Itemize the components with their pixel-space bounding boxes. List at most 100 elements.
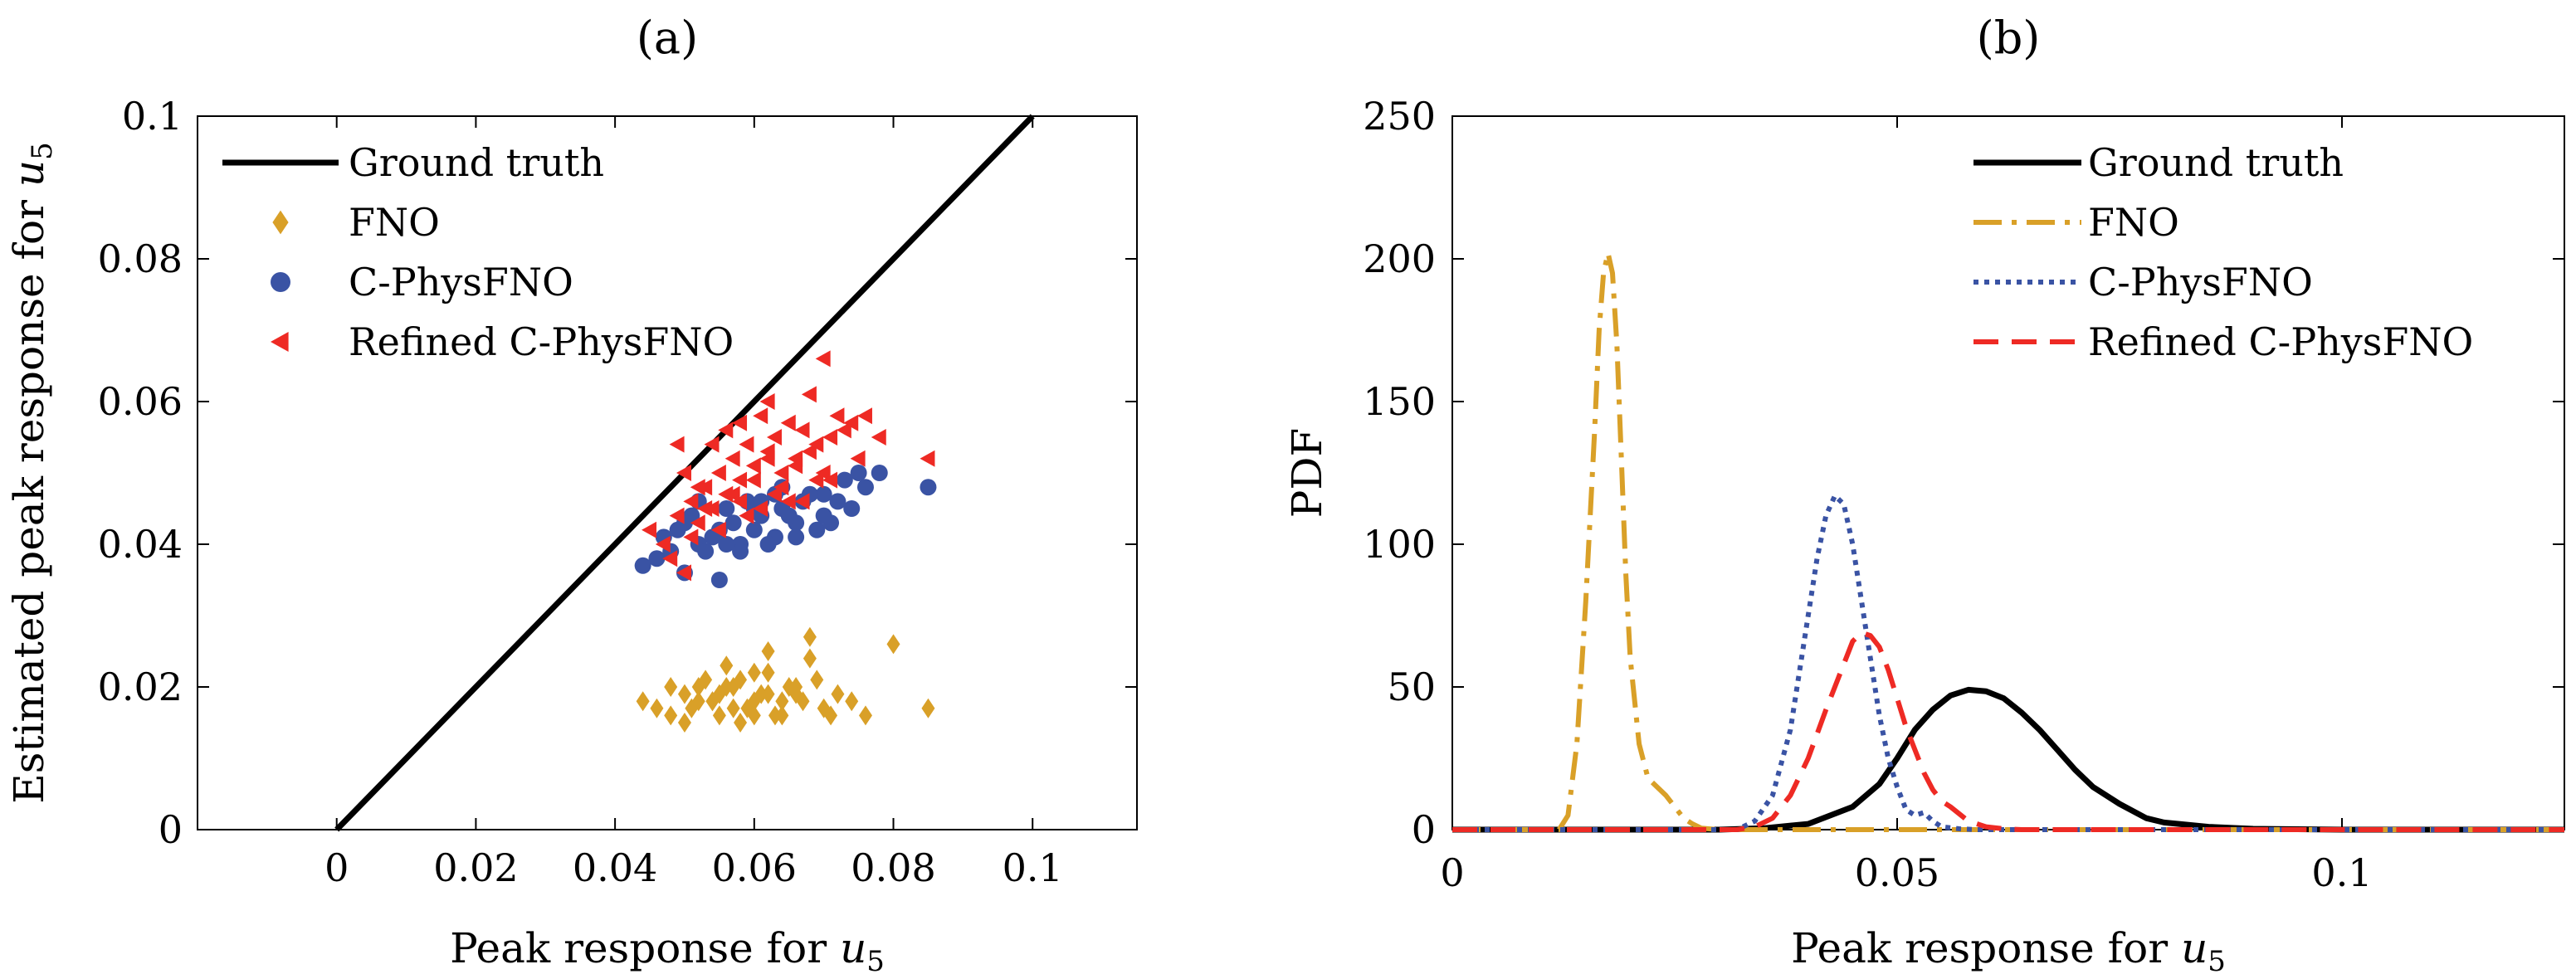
y-tick-label: 0.06	[98, 379, 183, 424]
x-axis-label: Peak response for u5	[1791, 924, 2226, 974]
data-point	[871, 429, 886, 446]
data-point	[747, 662, 761, 683]
x-axis-label: Peak response for u5	[450, 924, 885, 974]
legend-label: C-PhysFNO	[2088, 260, 2313, 304]
data-point	[732, 414, 748, 431]
data-point	[697, 543, 715, 560]
data-point	[724, 450, 740, 467]
data-point	[803, 648, 817, 669]
data-point	[720, 677, 734, 697]
legend-swatch	[272, 210, 289, 235]
data-point	[801, 443, 817, 460]
data-point	[775, 691, 789, 712]
x-tick-label: 0.08	[851, 845, 935, 890]
x-tick-label: 0.1	[2311, 850, 2372, 895]
data-point	[788, 457, 803, 475]
panel-a-legend: Ground truth FNO C-PhysFNO Refined C-PhysFN…	[222, 140, 734, 364]
panel-a-axes-box	[197, 115, 1138, 830]
data-point	[724, 514, 742, 532]
data-point	[745, 471, 761, 489]
legend-label: FNO	[349, 200, 440, 245]
series-refined-c-physfno	[642, 350, 935, 582]
data-point	[734, 670, 748, 690]
data-point	[636, 691, 650, 712]
data-point	[843, 500, 861, 517]
data-point	[718, 500, 735, 517]
legend-label: FNO	[2088, 200, 2179, 245]
data-point	[642, 521, 657, 538]
series-line-c-physfno	[1452, 493, 2564, 832]
data-point	[726, 698, 740, 718]
y-tick-label: 0.02	[98, 665, 183, 709]
panel-b-plot-area: 0 0.05 0.1 0 50 100 150 200 250 Peak response for…	[1283, 94, 2565, 974]
data-point	[697, 500, 713, 517]
data-point	[920, 479, 937, 496]
data-point	[836, 421, 851, 439]
data-point	[759, 536, 777, 553]
legend-label: C-PhysFNO	[349, 260, 573, 304]
data-point	[745, 457, 761, 475]
y-tick-label: 200	[1363, 236, 1436, 281]
data-point	[724, 485, 740, 503]
data-point	[650, 698, 664, 718]
data-point	[720, 655, 734, 676]
data-point	[662, 550, 678, 567]
data-point	[856, 479, 874, 496]
x-tick-label: 0.05	[1855, 850, 1939, 895]
series-line-refined-c-physfno	[1452, 630, 2564, 832]
y-axis-label: Estimated peak response for u5	[5, 142, 59, 804]
data-point	[850, 450, 866, 467]
data-point	[803, 626, 817, 647]
data-point	[669, 436, 685, 453]
data-point	[704, 436, 720, 453]
data-point	[718, 536, 735, 553]
legend-label: Ground truth	[2088, 140, 2344, 185]
x-tick-label: 0	[324, 845, 349, 890]
y-tick-label: 100	[1363, 522, 1436, 567]
data-point	[761, 662, 775, 683]
series-fno	[636, 626, 935, 733]
x-tick-label: 0.06	[712, 845, 797, 890]
data-point	[780, 414, 796, 431]
panel-a-title: (a)	[637, 12, 698, 64]
y-tick-label: 0.08	[98, 236, 183, 281]
data-point	[732, 543, 749, 560]
y-tick-label: 50	[1387, 665, 1436, 709]
data-point	[808, 521, 826, 538]
legend-label: Ground truth	[349, 140, 604, 185]
data-point	[871, 465, 888, 481]
data-point	[773, 465, 789, 481]
data-point	[655, 536, 671, 553]
legend-swatch	[271, 332, 289, 352]
data-point	[718, 421, 734, 439]
data-point	[690, 514, 705, 532]
data-point	[664, 677, 678, 697]
legend-label: Refined C-PhysFNO	[2088, 319, 2473, 364]
data-point	[822, 429, 838, 446]
data-point	[766, 485, 782, 503]
data-point	[747, 691, 761, 712]
data-point	[794, 493, 810, 510]
data-point	[780, 493, 796, 510]
x-tick-label: 0	[1440, 850, 1464, 895]
legend-swatch	[271, 272, 290, 292]
data-point	[634, 557, 651, 574]
data-point	[845, 691, 859, 712]
y-tick-label: 250	[1363, 94, 1436, 139]
data-point	[677, 684, 691, 704]
data-point	[829, 407, 845, 425]
data-point	[676, 564, 691, 582]
data-point	[815, 485, 832, 503]
data-point	[810, 670, 824, 690]
data-point	[789, 684, 803, 704]
y-tick-label: 0	[1412, 807, 1436, 852]
data-point	[766, 429, 782, 446]
panel-b-title: (b)	[1977, 12, 2041, 64]
data-point	[753, 407, 768, 425]
data-point	[824, 705, 838, 726]
data-point	[739, 436, 754, 453]
data-point	[705, 691, 720, 712]
data-point	[921, 698, 935, 718]
